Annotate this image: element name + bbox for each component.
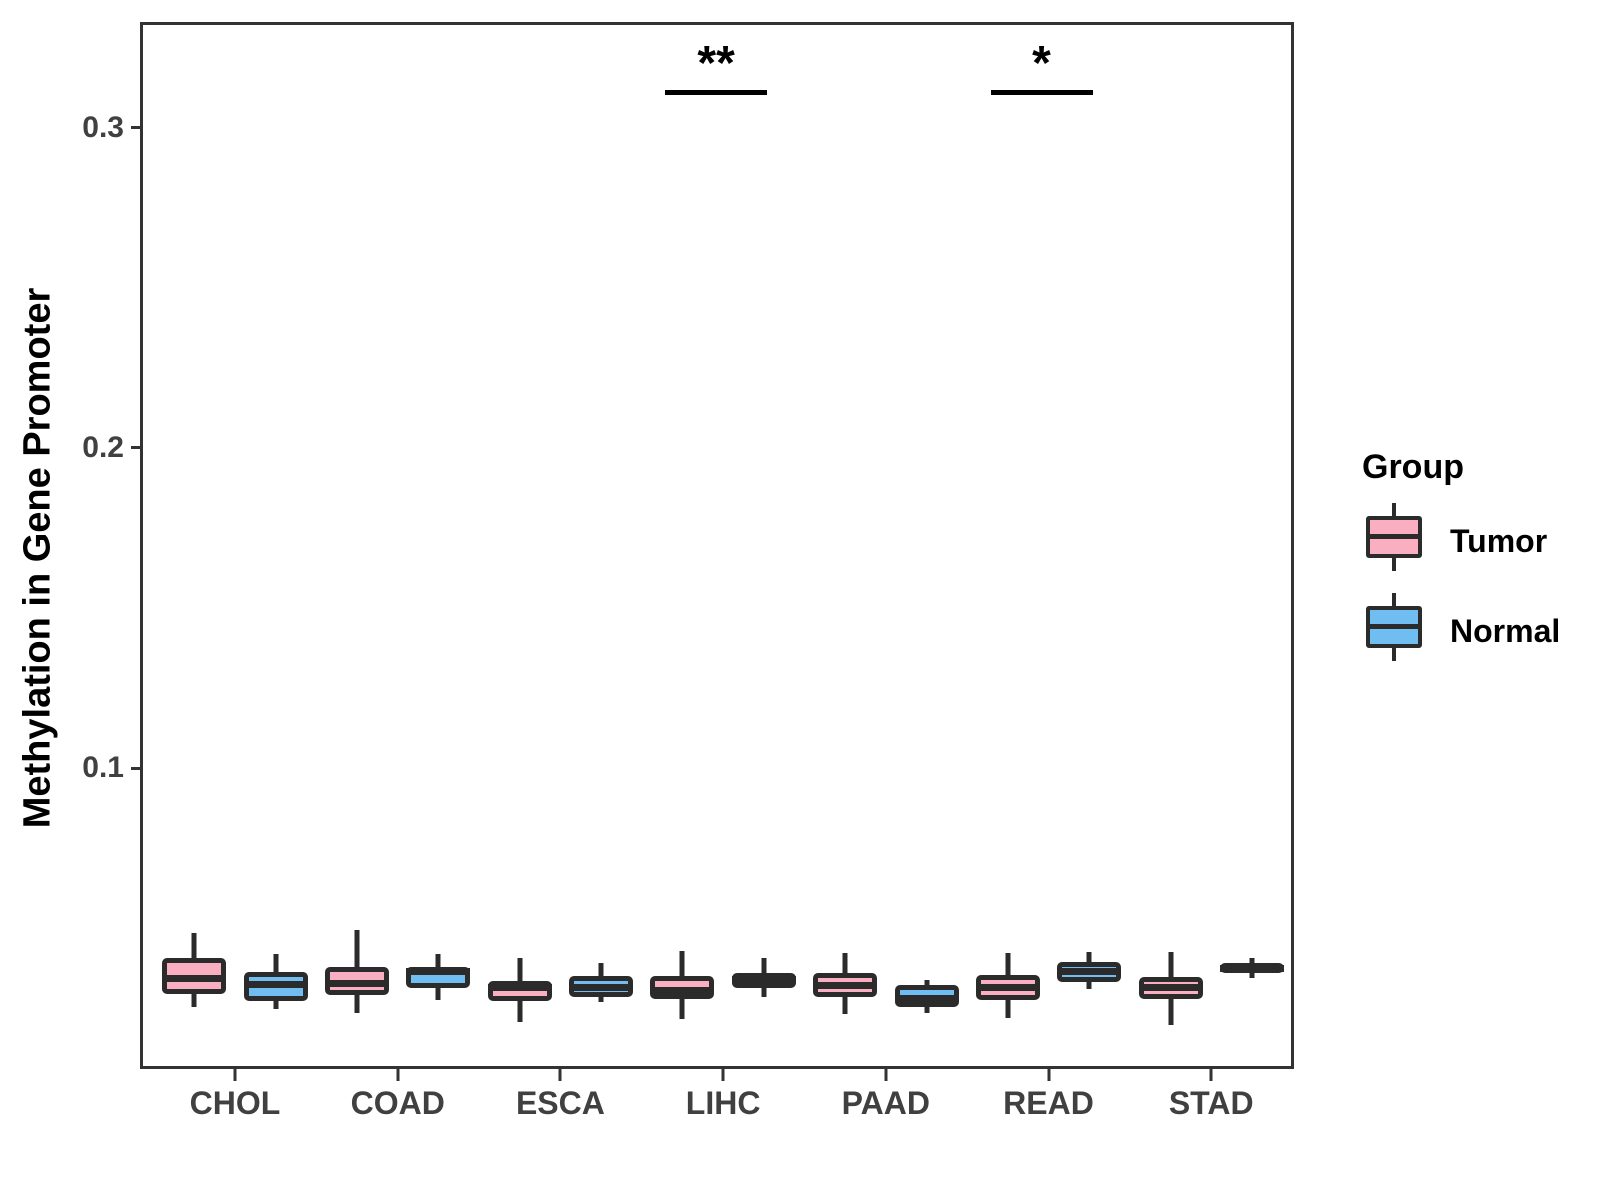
significance-line-lihc bbox=[665, 89, 768, 95]
median-tumor-read bbox=[975, 984, 1040, 992]
legend: Group Tumor Normal bbox=[1362, 448, 1560, 683]
legend-glyph-whisker bbox=[1392, 593, 1396, 606]
median-tumor-stad bbox=[1138, 983, 1203, 991]
x-axis-category-label: LIHC bbox=[685, 1085, 761, 1121]
x-axis-category-label: PAAD bbox=[841, 1085, 930, 1121]
x-tick-mark bbox=[396, 1069, 400, 1081]
median-normal-paad bbox=[894, 994, 959, 1002]
legend-boxplot-glyph-tumor bbox=[1362, 503, 1426, 579]
x-tick-mark bbox=[1209, 1069, 1213, 1081]
median-normal-esca bbox=[569, 983, 634, 991]
x-tick-mark bbox=[558, 1069, 562, 1081]
y-tick-label: 0.1 bbox=[82, 751, 124, 785]
x-axis-category-label: COAD bbox=[350, 1085, 445, 1121]
x-tick-mark bbox=[1047, 1069, 1050, 1081]
y-tick-mark bbox=[131, 126, 140, 130]
legend-boxplot-glyph-normal bbox=[1362, 593, 1426, 669]
median-tumor-coad bbox=[325, 979, 389, 987]
median-tumor-paad bbox=[813, 981, 878, 989]
y-tick-label: 0.2 bbox=[82, 430, 124, 464]
plot-panel bbox=[140, 22, 1294, 1069]
median-normal-chol bbox=[243, 980, 308, 988]
legend-entries: Tumor Normal bbox=[1362, 503, 1560, 669]
x-tick-mark bbox=[884, 1069, 888, 1081]
y-tick-mark bbox=[131, 446, 140, 450]
legend-glyph-median bbox=[1366, 624, 1422, 629]
legend-glyph-whisker bbox=[1392, 503, 1396, 516]
x-axis-category-label: CHOL bbox=[189, 1085, 281, 1121]
median-normal-stad bbox=[1219, 964, 1284, 972]
y-axis-title: Methylation in Gene Promoter bbox=[16, 287, 59, 828]
median-normal-coad bbox=[406, 968, 471, 976]
y-tick-mark bbox=[131, 766, 140, 770]
legend-glyph-median bbox=[1366, 534, 1422, 539]
legend-entry-tumor: Tumor bbox=[1362, 503, 1560, 579]
legend-title: Group bbox=[1362, 448, 1464, 486]
y-tick-label: 0.3 bbox=[82, 110, 124, 144]
legend-label: Tumor bbox=[1450, 522, 1548, 559]
legend-entry-normal: Normal bbox=[1362, 593, 1560, 669]
median-normal-lihc bbox=[731, 976, 796, 984]
legend-glyph-whisker bbox=[1392, 558, 1396, 571]
x-axis-category-label: STAD bbox=[1168, 1085, 1254, 1121]
x-axis-category-label: READ bbox=[1003, 1085, 1094, 1121]
legend-label: Normal bbox=[1450, 612, 1561, 649]
x-axis-category-label: ESCA bbox=[515, 1085, 605, 1121]
legend-glyph-whisker bbox=[1392, 648, 1396, 661]
x-tick-mark bbox=[721, 1069, 725, 1081]
median-tumor-esca bbox=[487, 984, 552, 992]
x-tick-mark bbox=[233, 1069, 237, 1081]
median-tumor-chol bbox=[162, 974, 227, 982]
median-normal-read bbox=[1057, 967, 1122, 975]
significance-label-lihc: ** bbox=[697, 37, 735, 91]
significance-line-read bbox=[990, 89, 1093, 95]
significance-label-read: * bbox=[1032, 37, 1051, 91]
median-tumor-lihc bbox=[650, 986, 715, 994]
